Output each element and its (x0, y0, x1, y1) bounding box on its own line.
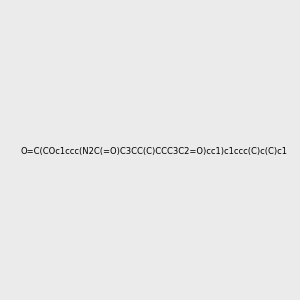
Text: O=C(COc1ccc(N2C(=O)C3CC(C)CCC3C2=O)cc1)c1ccc(C)c(C)c1: O=C(COc1ccc(N2C(=O)C3CC(C)CCC3C2=O)cc1)c… (20, 147, 287, 156)
